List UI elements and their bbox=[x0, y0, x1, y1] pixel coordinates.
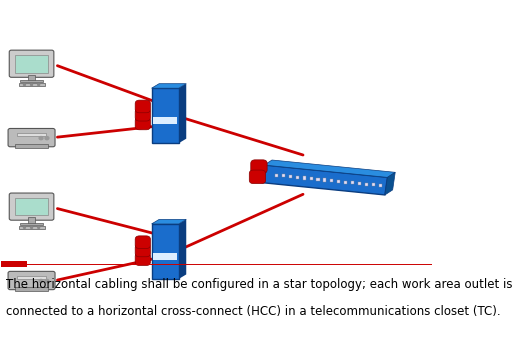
FancyBboxPatch shape bbox=[135, 108, 151, 121]
Bar bbox=[330, 179, 334, 182]
Circle shape bbox=[23, 227, 26, 229]
Bar bbox=[153, 253, 177, 260]
Polygon shape bbox=[179, 84, 186, 143]
Bar bbox=[365, 183, 368, 186]
FancyBboxPatch shape bbox=[9, 193, 54, 220]
Bar bbox=[15, 55, 48, 73]
FancyBboxPatch shape bbox=[135, 244, 151, 257]
Bar bbox=[317, 178, 320, 181]
Polygon shape bbox=[152, 220, 186, 224]
Bar bbox=[15, 287, 48, 291]
Text: The horizontal cabling shall be configured in a star topology; each work area ou: The horizontal cabling shall be configur… bbox=[6, 278, 512, 291]
Circle shape bbox=[23, 84, 26, 86]
Polygon shape bbox=[385, 172, 395, 195]
Bar bbox=[18, 132, 46, 136]
Bar bbox=[303, 176, 306, 180]
Circle shape bbox=[31, 84, 32, 86]
Bar bbox=[296, 176, 299, 179]
Bar bbox=[358, 182, 361, 185]
Bar bbox=[19, 226, 45, 229]
FancyBboxPatch shape bbox=[250, 170, 265, 184]
Polygon shape bbox=[179, 220, 186, 279]
Bar bbox=[275, 174, 278, 177]
Bar bbox=[18, 275, 46, 279]
Bar bbox=[19, 84, 45, 86]
Bar bbox=[282, 174, 285, 177]
Text: connected to a horizontal cross-connect (HCC) in a telecommunications closet (TC: connected to a horizontal cross-connect … bbox=[6, 305, 500, 318]
Bar bbox=[337, 180, 340, 183]
FancyBboxPatch shape bbox=[135, 236, 151, 248]
Bar bbox=[310, 177, 313, 180]
Bar bbox=[323, 179, 327, 182]
Circle shape bbox=[45, 136, 49, 140]
Bar bbox=[20, 223, 44, 225]
Polygon shape bbox=[264, 160, 395, 177]
Circle shape bbox=[38, 227, 39, 229]
Bar bbox=[2, 261, 27, 267]
Circle shape bbox=[39, 279, 43, 283]
Polygon shape bbox=[152, 84, 186, 88]
Bar bbox=[28, 75, 35, 81]
FancyBboxPatch shape bbox=[251, 160, 267, 174]
Bar bbox=[351, 181, 354, 184]
Circle shape bbox=[31, 227, 32, 229]
Circle shape bbox=[38, 84, 39, 86]
Bar bbox=[15, 198, 48, 215]
Bar bbox=[153, 117, 177, 124]
FancyBboxPatch shape bbox=[135, 253, 151, 266]
FancyBboxPatch shape bbox=[8, 271, 55, 290]
Circle shape bbox=[39, 136, 43, 140]
Polygon shape bbox=[262, 165, 387, 195]
Bar bbox=[152, 224, 179, 279]
Circle shape bbox=[45, 279, 49, 283]
FancyBboxPatch shape bbox=[8, 129, 55, 147]
Bar bbox=[379, 184, 382, 187]
Bar bbox=[28, 217, 35, 224]
Bar bbox=[344, 180, 347, 184]
Bar bbox=[152, 88, 179, 143]
Bar bbox=[20, 80, 44, 82]
Bar bbox=[289, 175, 292, 178]
FancyBboxPatch shape bbox=[135, 100, 151, 113]
FancyBboxPatch shape bbox=[135, 117, 151, 130]
FancyBboxPatch shape bbox=[9, 50, 54, 77]
Bar bbox=[15, 144, 48, 148]
Bar bbox=[372, 183, 375, 186]
